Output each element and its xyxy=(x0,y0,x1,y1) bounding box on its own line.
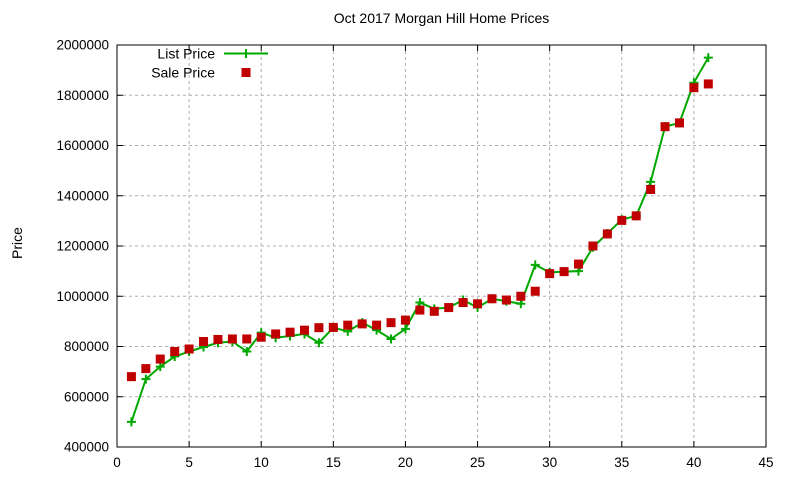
square-marker xyxy=(429,306,439,316)
grid xyxy=(117,45,766,447)
x-tick-label: 45 xyxy=(758,455,773,470)
chart-title: Oct 2017 Morgan Hill Home Prices xyxy=(333,10,550,26)
square-marker xyxy=(602,229,612,239)
legend: List Price Sale Price xyxy=(151,46,268,81)
square-marker xyxy=(703,79,713,89)
y-tick-label: 1600000 xyxy=(56,138,109,153)
square-marker xyxy=(386,318,396,328)
plus-marker xyxy=(516,299,526,309)
x-tick-label: 35 xyxy=(614,455,629,470)
square-marker xyxy=(646,184,656,194)
plus-marker xyxy=(400,324,410,334)
x-tick-label: 15 xyxy=(326,455,341,470)
square-marker xyxy=(256,332,266,342)
axis-ticks xyxy=(116,44,767,448)
square-marker xyxy=(184,344,194,354)
square-marker xyxy=(343,320,353,330)
plus-marker xyxy=(703,53,713,63)
square-marker xyxy=(674,118,684,128)
square-marker xyxy=(487,294,497,304)
plus-marker xyxy=(646,177,656,187)
square-marker xyxy=(516,291,526,301)
x-tick-label: 40 xyxy=(686,455,701,470)
square-marker xyxy=(227,334,237,344)
square-marker xyxy=(314,323,324,333)
x-tick-label: 5 xyxy=(185,455,193,470)
square-marker xyxy=(400,315,410,325)
square-marker xyxy=(574,259,584,269)
square-marker xyxy=(545,269,555,279)
square-marker xyxy=(126,372,136,382)
square-marker xyxy=(501,295,511,305)
square-marker xyxy=(588,241,598,251)
plus-marker xyxy=(314,338,324,348)
x-tick-label: 20 xyxy=(398,455,413,470)
y-axis-label: Price xyxy=(9,227,25,259)
tick-labels: 0 5 10 15 20 25 30 35 40 45 400000 600000 800000 1000… xyxy=(56,38,773,471)
square-marker xyxy=(199,336,209,346)
plus-marker xyxy=(155,362,165,372)
x-tick-label: 25 xyxy=(470,455,485,470)
square-marker xyxy=(357,319,367,329)
square-marker xyxy=(559,267,569,277)
square-marker xyxy=(285,327,295,337)
y-tick-label: 800000 xyxy=(64,339,109,354)
square-marker xyxy=(328,322,338,332)
sale-price-series xyxy=(126,79,713,382)
y-tick-label: 600000 xyxy=(64,389,109,404)
square-marker xyxy=(213,334,223,344)
square-marker xyxy=(241,68,251,77)
x-tick-label: 10 xyxy=(254,455,269,470)
square-marker xyxy=(689,83,699,93)
legend-label: List Price xyxy=(157,46,215,62)
plus-marker xyxy=(242,347,252,357)
square-marker xyxy=(141,364,151,374)
square-marker xyxy=(458,298,468,308)
list-price-series xyxy=(126,53,713,427)
plus-marker xyxy=(241,49,251,58)
plus-marker xyxy=(530,260,540,270)
square-marker xyxy=(299,325,309,335)
square-marker xyxy=(530,286,540,296)
x-tick-label: 0 xyxy=(113,455,121,470)
square-marker xyxy=(242,334,252,344)
square-marker xyxy=(473,299,483,309)
square-marker xyxy=(271,329,281,339)
plus-marker xyxy=(415,298,425,308)
plus-marker xyxy=(386,334,396,344)
square-marker xyxy=(444,303,454,313)
y-tick-label: 2000000 xyxy=(56,38,109,53)
y-tick-label: 1200000 xyxy=(56,239,109,254)
plus-marker xyxy=(126,417,136,427)
legend-label: Sale Price xyxy=(151,65,215,81)
y-tick-label: 1400000 xyxy=(56,188,109,203)
square-marker xyxy=(170,347,180,357)
square-marker xyxy=(155,354,165,364)
y-tick-label: 1800000 xyxy=(56,88,109,103)
plus-marker xyxy=(141,374,151,384)
y-tick-label: 1000000 xyxy=(56,289,109,304)
square-marker xyxy=(660,122,670,132)
square-marker xyxy=(372,320,382,330)
square-marker xyxy=(631,211,641,221)
square-marker xyxy=(415,305,425,315)
square-marker xyxy=(617,215,627,225)
y-tick-label: 400000 xyxy=(64,440,109,455)
x-tick-label: 30 xyxy=(542,455,557,470)
